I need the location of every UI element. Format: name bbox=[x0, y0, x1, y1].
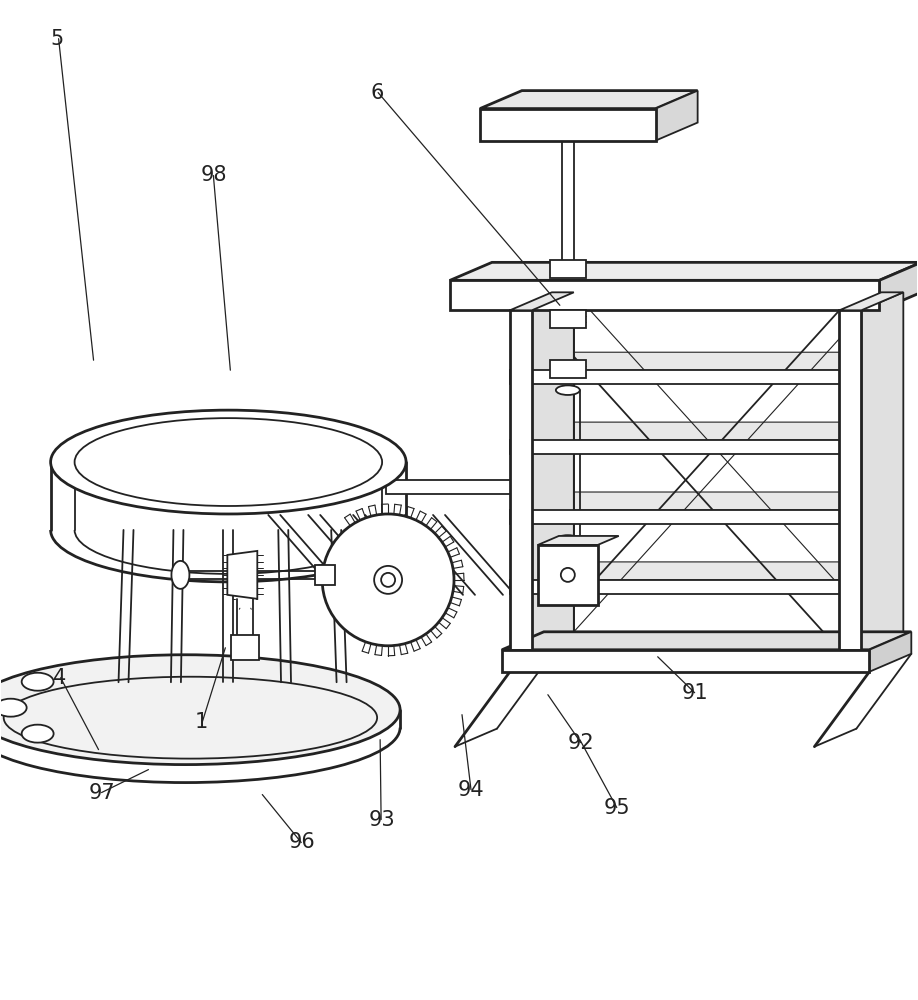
Text: 5: 5 bbox=[50, 29, 64, 49]
Ellipse shape bbox=[322, 514, 454, 646]
Polygon shape bbox=[228, 551, 257, 599]
Polygon shape bbox=[869, 632, 912, 672]
Ellipse shape bbox=[22, 673, 53, 691]
Text: 95: 95 bbox=[604, 798, 631, 818]
Polygon shape bbox=[509, 580, 861, 594]
Text: 4: 4 bbox=[52, 668, 66, 688]
Ellipse shape bbox=[561, 568, 575, 582]
Polygon shape bbox=[538, 536, 619, 545]
Polygon shape bbox=[231, 635, 259, 660]
Polygon shape bbox=[509, 440, 861, 454]
Ellipse shape bbox=[375, 566, 402, 594]
Polygon shape bbox=[509, 562, 903, 580]
Text: 6: 6 bbox=[370, 83, 384, 103]
Text: 96: 96 bbox=[288, 832, 315, 852]
Polygon shape bbox=[509, 492, 903, 510]
Polygon shape bbox=[509, 352, 903, 370]
Polygon shape bbox=[538, 545, 598, 605]
Ellipse shape bbox=[172, 561, 189, 589]
Polygon shape bbox=[315, 565, 335, 585]
Polygon shape bbox=[655, 91, 698, 141]
Ellipse shape bbox=[381, 573, 395, 587]
Polygon shape bbox=[550, 260, 586, 278]
Text: 92: 92 bbox=[568, 733, 595, 753]
Polygon shape bbox=[839, 292, 903, 310]
Polygon shape bbox=[386, 480, 532, 494]
Polygon shape bbox=[502, 650, 869, 672]
Text: 1: 1 bbox=[195, 712, 207, 732]
Text: 97: 97 bbox=[88, 783, 115, 803]
Polygon shape bbox=[509, 510, 861, 524]
Polygon shape bbox=[509, 422, 903, 440]
Polygon shape bbox=[550, 310, 586, 328]
Polygon shape bbox=[450, 280, 879, 310]
Polygon shape bbox=[861, 292, 903, 650]
Polygon shape bbox=[480, 91, 698, 109]
Polygon shape bbox=[550, 360, 586, 378]
Ellipse shape bbox=[74, 418, 382, 506]
Text: 98: 98 bbox=[200, 165, 227, 185]
Polygon shape bbox=[532, 292, 574, 650]
Polygon shape bbox=[480, 109, 655, 141]
Text: 94: 94 bbox=[458, 780, 485, 800]
Ellipse shape bbox=[556, 385, 580, 395]
Text: 91: 91 bbox=[682, 683, 709, 703]
Ellipse shape bbox=[50, 410, 406, 514]
Polygon shape bbox=[509, 370, 861, 384]
Polygon shape bbox=[509, 310, 532, 650]
Polygon shape bbox=[879, 262, 918, 310]
Polygon shape bbox=[839, 310, 861, 650]
Text: 93: 93 bbox=[368, 810, 395, 830]
Ellipse shape bbox=[0, 699, 27, 717]
Ellipse shape bbox=[556, 535, 580, 545]
Ellipse shape bbox=[0, 655, 400, 765]
Polygon shape bbox=[509, 292, 574, 310]
Polygon shape bbox=[450, 262, 918, 280]
Polygon shape bbox=[502, 632, 912, 650]
Ellipse shape bbox=[22, 725, 53, 743]
